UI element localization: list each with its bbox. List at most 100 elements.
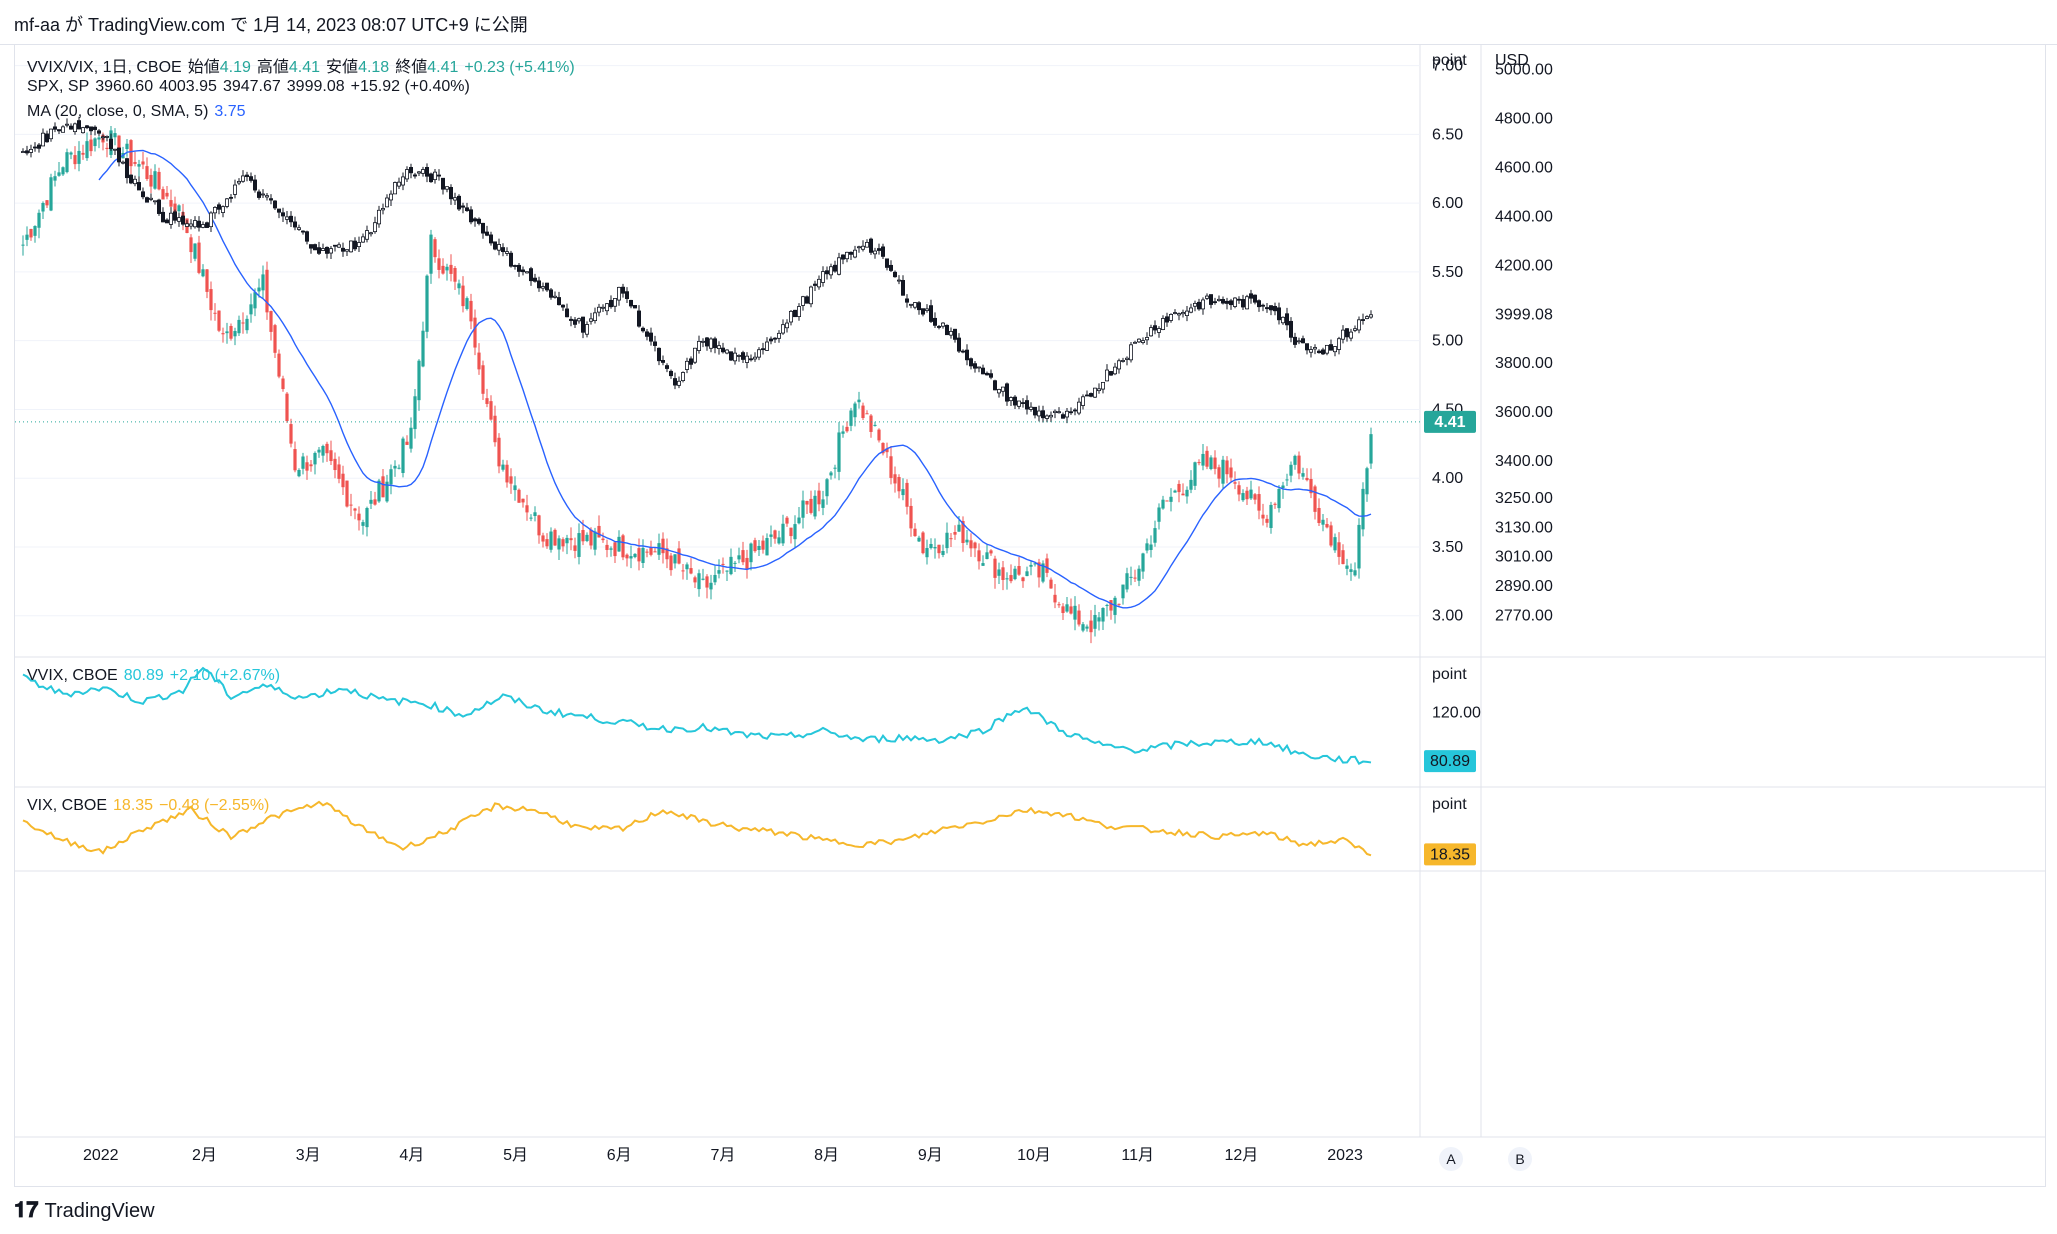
spx-candle (1013, 396, 1018, 406)
spx-candle (941, 322, 946, 327)
vvix-vix-candle (105, 147, 109, 149)
spx-candle (1161, 318, 1166, 330)
spx-candle (1081, 396, 1086, 406)
auto-scale-button[interactable] (1439, 1147, 1463, 1171)
vvix-vix-candle (385, 481, 389, 502)
vvix-vix-candle (1185, 489, 1189, 497)
vvix-vix-candle (929, 543, 933, 549)
secondary-scale-button[interactable] (1508, 1147, 1532, 1171)
vvix-vix-candle (205, 269, 209, 292)
spx-candle (841, 254, 846, 260)
spx-candle (504, 251, 509, 254)
vvix-vix-candle (1165, 500, 1169, 502)
vvix-vix-candle (753, 540, 757, 552)
vvix-vix-candle (857, 399, 861, 403)
vvix-vix-candle (585, 534, 589, 542)
vvix-vix-candle (837, 432, 841, 472)
legend-spx-symbol[interactable]: SPX, SP (27, 78, 90, 95)
vvix-vix-candle (685, 564, 689, 570)
vvix-vix-candle (269, 311, 273, 332)
spx-candle (448, 187, 453, 200)
vvix-vix-candle (545, 539, 549, 547)
spx-tick-label: 3600.00 (1495, 404, 1553, 421)
legend-spx-change: +15.92 (+0.40%) (350, 78, 470, 95)
vvix-vix-candle (257, 287, 261, 292)
vvix-vix-candle (765, 538, 769, 556)
vvix-vix-candle (561, 539, 565, 547)
vvix-vix-candle (33, 225, 37, 236)
spx-candle (709, 338, 714, 349)
spx-candle (232, 184, 237, 195)
vvix-vix-candle (1085, 626, 1089, 629)
vvix-vix-candle (981, 563, 985, 566)
vvix-vix-candle (977, 550, 981, 562)
vvix-vix-candle (1197, 462, 1201, 464)
spx-candle (581, 316, 586, 333)
spx-candle (653, 341, 658, 346)
spx-candle (44, 133, 49, 143)
vvix-vix-candle (657, 543, 661, 555)
vvix-vix-candle (761, 540, 765, 550)
legend-spx: SPX, SP 3960.60 4003.95 3947.67 3999.08 +15.9… (27, 78, 476, 96)
vvix-vix-candle (1237, 485, 1241, 495)
vvix-vix-candle (965, 539, 969, 543)
vvix-vix-candle (481, 365, 485, 394)
vvix-vix-candle (37, 212, 41, 228)
legend-vix-symbol[interactable]: VIX, CBOE (27, 797, 108, 814)
vvix-vix-candle (321, 445, 325, 456)
spx-candle (24, 150, 29, 154)
vvix-vix-candle (637, 548, 641, 562)
vvix-vix-candle (1077, 610, 1081, 625)
vvix-vix-candle (949, 538, 953, 540)
spx-candle (1085, 394, 1090, 397)
spx-candle (432, 171, 437, 181)
spx-candle (1073, 409, 1078, 412)
vvix-vix-candle (221, 333, 225, 335)
legend-main-symbol[interactable]: VVIX/VIX, 1日, CBOE (27, 59, 182, 76)
legend-ma-label[interactable]: MA (20, close, 0, SMA, 5) (27, 103, 209, 120)
vvix-vix-candle (349, 504, 353, 506)
spx-candle (101, 136, 106, 139)
spx-candle (825, 270, 830, 275)
vvix-vix-candle (957, 524, 961, 532)
vvix-vix-candle (1345, 565, 1349, 569)
spx-candle (380, 208, 385, 211)
legend-vix-change: −0.48 (−2.55%) (159, 797, 270, 814)
spx-candle (1025, 400, 1030, 410)
spx-candle (220, 206, 225, 213)
spx-candle (1113, 366, 1118, 375)
vvix-vix-candle (1005, 578, 1009, 580)
spx-candle (156, 199, 161, 214)
footer-brand: TradingView (44, 1200, 155, 1222)
spx-tick-label: 3400.00 (1495, 453, 1553, 470)
x-axis-label: 10月 (1017, 1147, 1051, 1164)
vvix-vix-candle (1137, 568, 1141, 581)
spx-candle (1041, 410, 1046, 419)
spx-candle (328, 248, 333, 254)
spx-candle (348, 240, 353, 253)
spx-candle (1121, 360, 1126, 362)
vvix-vix-candle (417, 360, 421, 401)
spx-candle (81, 127, 86, 134)
spx-candle (1077, 401, 1082, 414)
vvix-vix-candle (709, 582, 713, 590)
vvix-vix-candle (457, 283, 461, 289)
legend-vix-value: 18.35 (113, 797, 154, 814)
chart-canvas[interactable]: 7.006.506.005.505.004.504.003.503.005000… (15, 45, 2045, 1186)
spx-candle (537, 280, 542, 289)
spx-candle (637, 310, 642, 327)
spx-tick-label: 3250.00 (1495, 490, 1553, 507)
chart-frame[interactable]: 7.00 6.50 6.00 5.50 5.00 4.50 4.00 3.50 3.00 5000… (14, 44, 2046, 1187)
vvix-vix-candle (129, 140, 133, 167)
spx-candle (32, 146, 37, 149)
spx-candle (1105, 369, 1110, 382)
legend-vvix-symbol[interactable]: VVIX, CBOE (27, 667, 118, 684)
spx-candle (813, 283, 818, 286)
vvix-vix-candle (741, 550, 745, 563)
spx-candle (833, 264, 838, 272)
vvix-vix-candle (993, 558, 997, 578)
spx-candle (268, 198, 273, 201)
spx-candle (785, 322, 790, 329)
spx-candle (761, 348, 766, 351)
vvix-vix-candle (465, 298, 469, 309)
